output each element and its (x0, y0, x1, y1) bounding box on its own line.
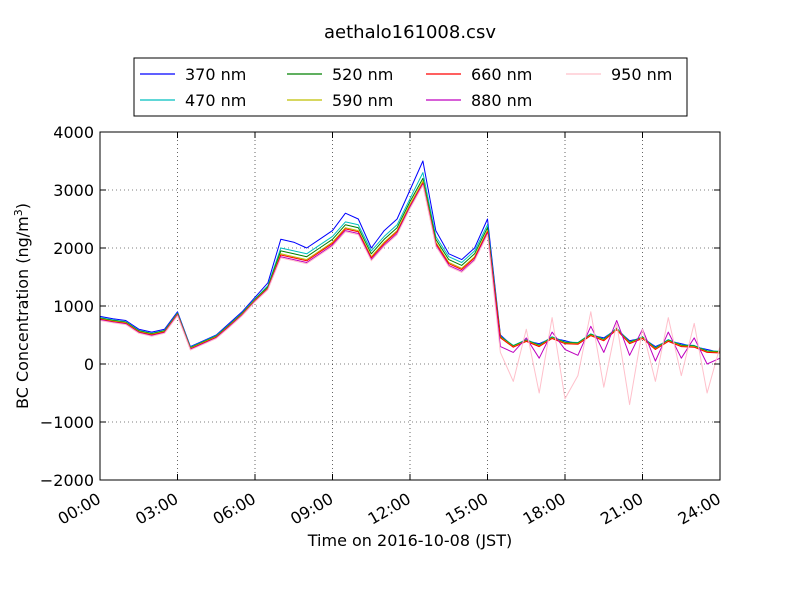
y-tick-label: 4000 (53, 123, 94, 142)
legend-entry: 590 nm (287, 91, 393, 110)
chart-title: aethalo161008.csv (324, 22, 496, 43)
series-line (99, 184, 721, 406)
series-line (99, 183, 721, 365)
legend-label: 950 nm (611, 65, 672, 84)
legend-entry: 470 nm (140, 91, 246, 110)
y-axis-label-superscript: 3 (12, 209, 25, 216)
series-line (99, 180, 721, 353)
y-tick-label: −1000 (40, 413, 94, 432)
y-axis-label-main: BC Concentration (ng/m (13, 216, 32, 409)
legend-box (133, 57, 688, 117)
legend-label: 470 nm (185, 91, 246, 110)
y-tick-label: 1000 (53, 297, 94, 316)
y-tick-label: −2000 (40, 471, 94, 490)
y-axis-label: BC Concentration (ng/m3) (12, 203, 32, 409)
legend-label: 590 nm (332, 91, 393, 110)
series-lines (99, 160, 721, 406)
legend-label: 660 nm (471, 65, 532, 84)
legend-label: 880 nm (471, 91, 532, 110)
y-tick-label: 3000 (53, 181, 94, 200)
y-tick-label: 2000 (53, 239, 94, 258)
legend-entry: 520 nm (287, 65, 393, 84)
legend: 370 nm 470 nm 520 nm 590 nm 660 nm 880 nm 950 … (133, 57, 688, 117)
y-axis-ticks: 4000 3000 2000 1000 0 −1000 −2000 (40, 123, 720, 490)
y-axis-label-close: ) (13, 203, 32, 209)
legend-entry: 880 nm (426, 91, 532, 110)
x-axis-label: Time on 2016-10-08 (JST) (307, 531, 512, 550)
grid-lines (100, 132, 720, 480)
series-line (99, 182, 721, 354)
legend-label: 520 nm (332, 65, 393, 84)
legend-label: 370 nm (185, 65, 246, 84)
legend-entry: 660 nm (426, 65, 532, 84)
series-line (99, 172, 721, 352)
legend-entry: 370 nm (140, 65, 246, 84)
legend-entry: 950 nm (566, 65, 672, 84)
y-tick-label: 0 (84, 355, 94, 374)
